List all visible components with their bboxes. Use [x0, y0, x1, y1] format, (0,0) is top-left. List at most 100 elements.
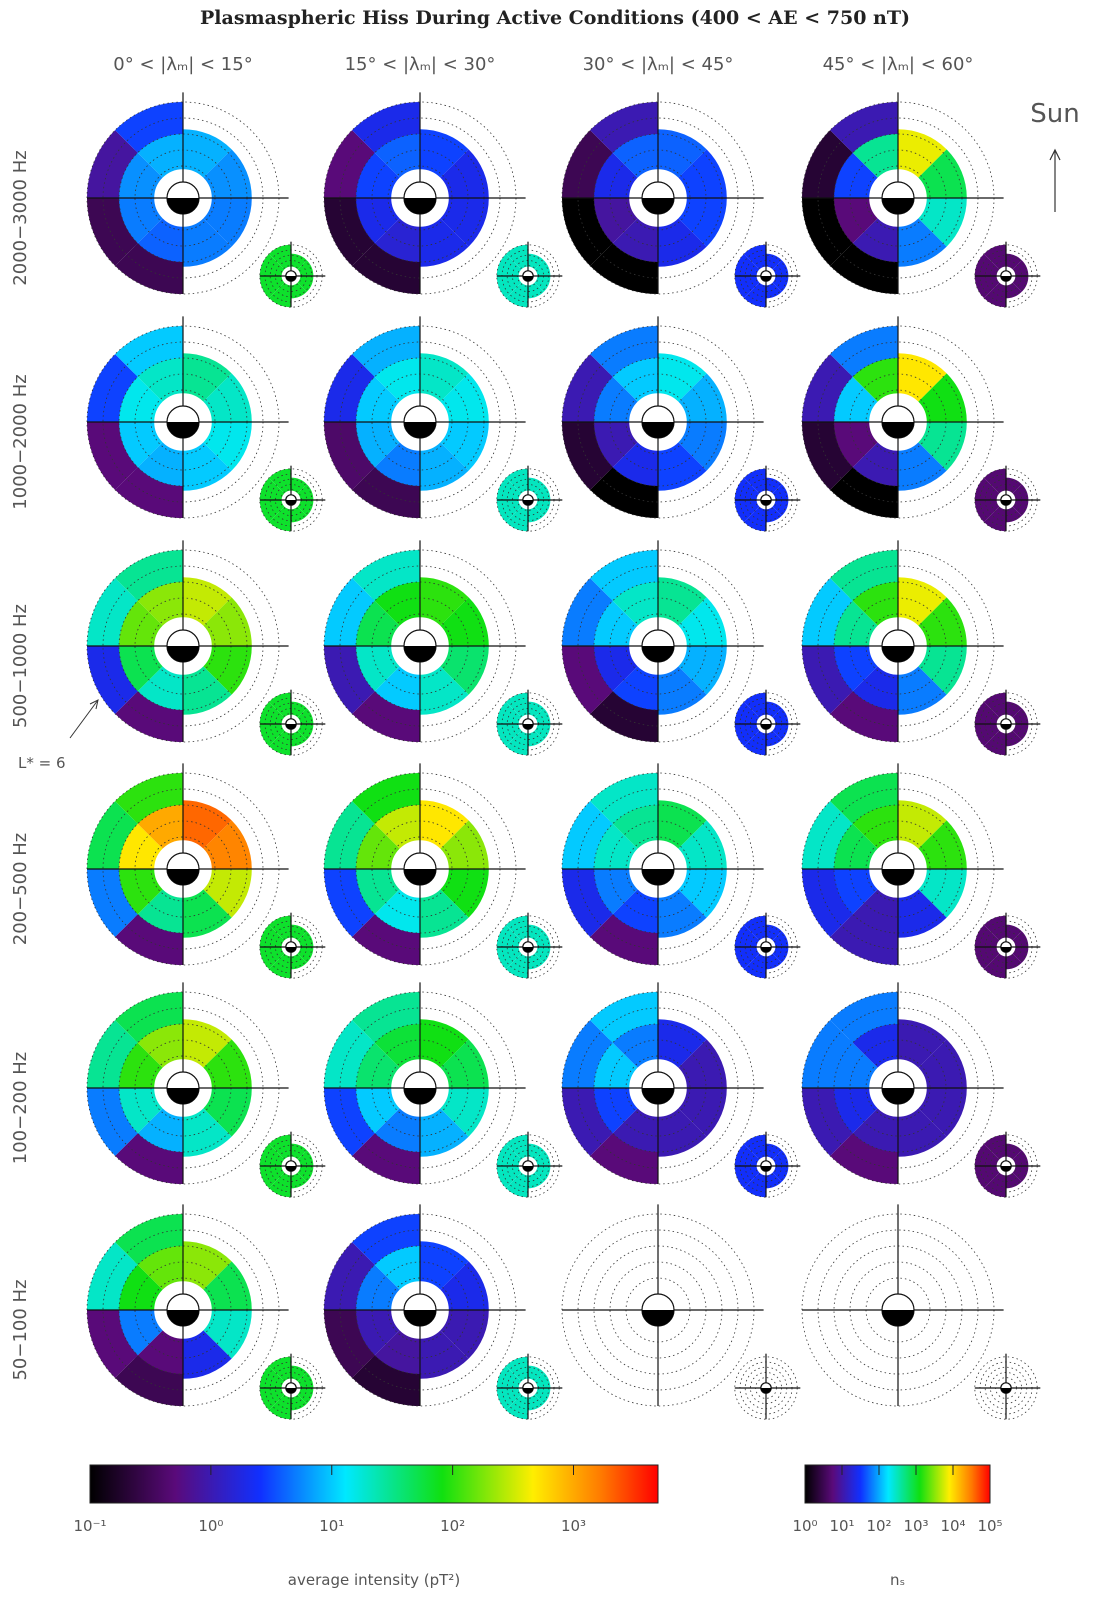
sector [562, 1088, 613, 1156]
earth-night [285, 947, 297, 953]
annotation-arrow [69, 699, 99, 739]
earth-night [522, 724, 534, 730]
sector [324, 646, 375, 714]
sector [678, 646, 727, 695]
sector [590, 773, 658, 824]
sector [830, 550, 898, 601]
sector [528, 1172, 544, 1189]
colorbar-tick-label: 10⁰ [198, 1517, 223, 1535]
sector [297, 276, 314, 292]
sector [830, 243, 898, 294]
sector [203, 646, 252, 695]
sector [918, 646, 967, 695]
sector [562, 354, 613, 422]
sector [87, 198, 138, 266]
earth-night [882, 1310, 914, 1326]
sector [268, 915, 291, 941]
earth-night [882, 646, 914, 662]
sector [496, 947, 522, 970]
sector [743, 1134, 766, 1160]
sector [440, 869, 489, 918]
sector [830, 773, 898, 824]
earth-night [167, 1310, 199, 1326]
sector [291, 1394, 307, 1411]
sector [898, 1108, 947, 1157]
sector [291, 1143, 307, 1160]
sector [420, 800, 469, 849]
sector [291, 253, 307, 270]
sector [183, 442, 232, 491]
sector [658, 577, 707, 626]
sector [259, 1166, 285, 1189]
sector [87, 1020, 138, 1088]
sector [830, 992, 898, 1043]
sector [918, 820, 967, 869]
sector [772, 931, 789, 947]
sector [352, 914, 420, 965]
sector [352, 550, 420, 601]
row-label: 500−1000 Hz [10, 604, 31, 728]
sector [528, 1365, 544, 1382]
sector [505, 244, 528, 270]
earth-night [642, 422, 674, 438]
sector [115, 992, 183, 1043]
sector [352, 467, 420, 518]
sector [324, 1088, 375, 1156]
earth-night [522, 947, 534, 953]
sector [440, 149, 489, 198]
sector [772, 947, 789, 963]
sector [658, 353, 707, 402]
sector [297, 1388, 314, 1404]
sun-label: Sun [1030, 99, 1079, 129]
sector [590, 243, 658, 294]
sector [974, 276, 1000, 299]
count-colorbar [804, 1464, 991, 1504]
sector [505, 1356, 528, 1382]
sector [440, 198, 489, 247]
sector [918, 1088, 967, 1137]
sector [1012, 276, 1029, 292]
column-label: 30° < |λₘ| < 45° [583, 54, 734, 75]
annotation: L* = 6 [18, 754, 66, 772]
sector [830, 691, 898, 742]
sector [324, 130, 375, 198]
earth-night [882, 198, 914, 214]
earth-night [642, 198, 674, 214]
earth-night [404, 198, 436, 214]
sector [830, 1133, 898, 1184]
sector [678, 1039, 727, 1088]
sector [87, 869, 138, 937]
sector [324, 354, 375, 422]
sector [766, 730, 782, 747]
sector [297, 947, 314, 963]
sector [291, 730, 307, 747]
sector [1006, 253, 1022, 270]
earth-night [522, 1166, 534, 1172]
sector [183, 1330, 232, 1379]
sector [734, 1166, 760, 1189]
colorbar-tick-label: 10⁻¹ [73, 1517, 106, 1535]
sector [1006, 506, 1022, 523]
sector [534, 724, 551, 740]
sector [1006, 701, 1022, 718]
sector [534, 1150, 551, 1166]
sector [898, 577, 947, 626]
sector [766, 924, 782, 941]
sector [291, 953, 307, 970]
sector [590, 326, 658, 377]
sector [658, 442, 707, 491]
sector [562, 801, 613, 869]
sector [183, 577, 232, 626]
sector [352, 773, 420, 824]
sector [898, 666, 947, 715]
sector [658, 1019, 707, 1068]
sector [259, 724, 285, 747]
sector [983, 1134, 1006, 1160]
sector [766, 506, 782, 523]
sector [440, 1261, 489, 1310]
sector [1012, 1150, 1029, 1166]
sector [528, 506, 544, 523]
sector [1012, 947, 1029, 963]
colorbar-tick-label: 10² [866, 1517, 891, 1535]
sector [203, 422, 252, 471]
